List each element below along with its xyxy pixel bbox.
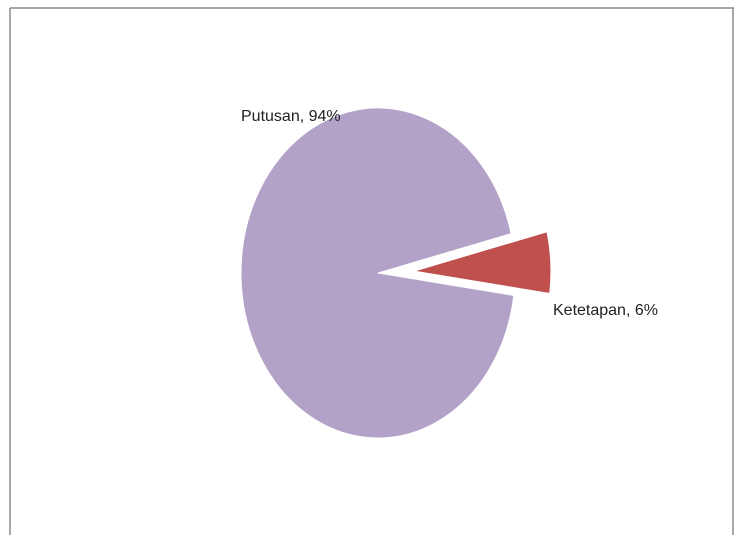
slice-ketetapan [413,231,552,295]
label-putusan: Putusan, 94% [241,108,341,125]
label-ketetapan: Ketetapan, 6% [553,302,658,319]
slice-putusan [240,107,515,439]
pie-labels: Putusan, 94% Ketetapan, 6% [241,108,658,319]
pie-slices [240,107,552,439]
